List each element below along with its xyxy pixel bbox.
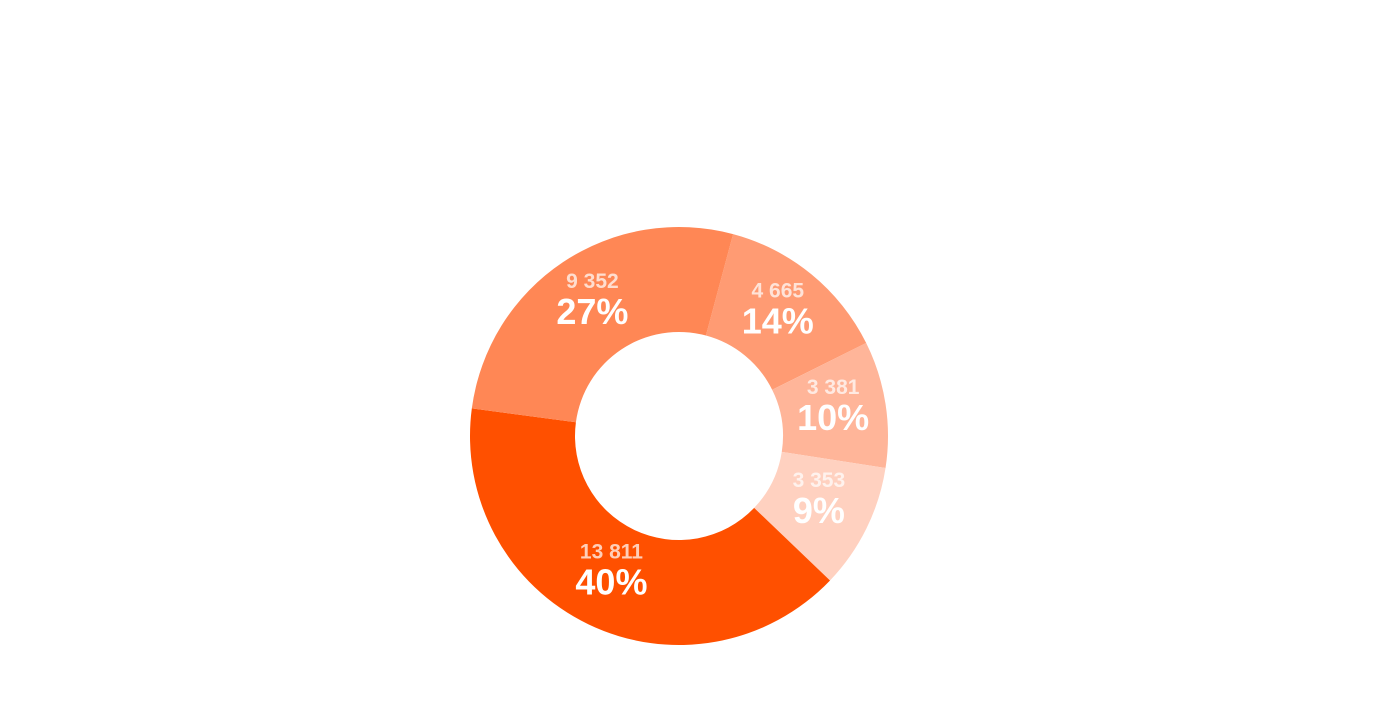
donut-slices <box>470 226 888 645</box>
donut-slice-0 <box>705 234 867 390</box>
slice-value-label-0: 4 665 <box>752 279 805 302</box>
donut-slice-2 <box>754 451 886 581</box>
donut-slice-4 <box>471 226 734 423</box>
slice-percent-label-2: 9% <box>793 490 845 531</box>
donut-slice-3 <box>470 408 831 645</box>
slice-percent-label-3: 40% <box>575 562 647 603</box>
slice-percent-label-4: 27% <box>556 291 628 332</box>
slice-percent-label-1: 10% <box>797 397 869 438</box>
donut-slice-1 <box>772 343 888 469</box>
slice-value-label-2: 3 353 <box>793 469 846 492</box>
slice-value-label-4: 9 352 <box>566 270 619 293</box>
slice-value-label-1: 3 381 <box>807 376 860 399</box>
slice-percent-label-0: 14% <box>742 300 814 341</box>
slice-value-label-3: 13 811 <box>580 541 643 564</box>
